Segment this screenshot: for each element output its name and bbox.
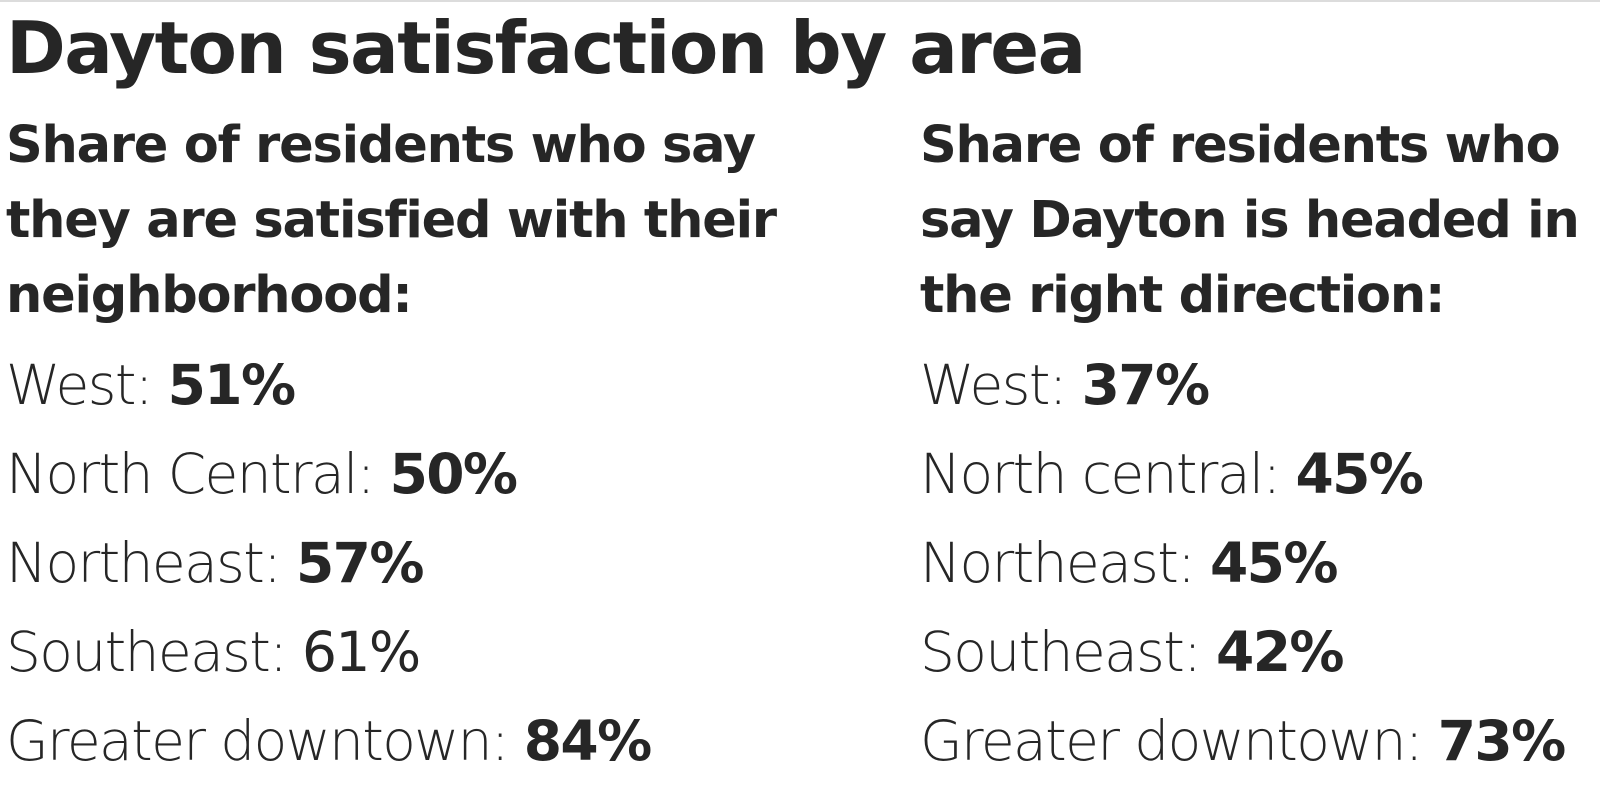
- heading-line: say Dayton is headed in: [920, 191, 1580, 250]
- neighborhood-satisfaction-heading: Share of residents who say they are sati…: [6, 108, 866, 333]
- area-label: Southeast:: [920, 620, 1202, 684]
- area-value: 57%: [296, 531, 424, 595]
- area-value: 84%: [523, 709, 652, 773]
- area-label: West:: [920, 353, 1067, 417]
- area-label: Northeast:: [6, 531, 282, 595]
- list-item-west: West: 37%: [920, 341, 1565, 430]
- list-item-greater-downtown: Greater downtown: 73%: [920, 697, 1566, 786]
- area-label: Greater downtown:: [920, 709, 1423, 773]
- area-label: West:: [6, 353, 153, 417]
- area-value: 42%: [1216, 620, 1344, 684]
- list-item-southeast: Southeast: 42%: [920, 608, 1565, 697]
- area-value: 45%: [1210, 531, 1338, 595]
- heading-line: Share of residents who: [920, 116, 1561, 175]
- area-value: 37%: [1081, 353, 1210, 417]
- top-divider: [0, 0, 1600, 2]
- page-title: Dayton satisfaction by area: [6, 6, 1086, 90]
- neighborhood-satisfaction-list: West: 51% North Central: 50% Northeast: …: [6, 341, 652, 786]
- list-item-northeast: Northeast: 45%: [920, 519, 1565, 608]
- area-label: Southeast:: [6, 620, 288, 684]
- heading-line: neighborhood:: [6, 266, 413, 325]
- list-item-northeast: Northeast: 57%: [6, 519, 651, 608]
- list-item-greater-downtown: Greater downtown: 84%: [6, 697, 652, 786]
- area-label: North Central:: [6, 442, 375, 506]
- neighborhood-satisfaction-section: Share of residents who say they are sati…: [6, 108, 866, 773]
- right-direction-section: Share of residents who say Dayton is hea…: [920, 108, 1600, 773]
- heading-line: Share of residents who say: [6, 116, 756, 175]
- area-value: 51%: [167, 353, 296, 417]
- area-value: 50%: [389, 442, 518, 506]
- right-direction-heading: Share of residents who say Dayton is hea…: [920, 108, 1600, 333]
- heading-line: they are satisfied with their: [6, 191, 777, 250]
- list-item-southeast: Southeast: 61%: [6, 608, 651, 697]
- list-item-north-central: North central: 45%: [920, 430, 1565, 519]
- area-value: 45%: [1295, 442, 1423, 506]
- list-item-north-central: North Central: 50%: [6, 430, 651, 519]
- area-value: 73%: [1437, 709, 1566, 773]
- area-label: Northeast:: [920, 531, 1196, 595]
- area-label: Greater downtown:: [6, 709, 509, 773]
- right-direction-list: West: 37% North central: 45% Northeast: …: [920, 341, 1566, 786]
- area-label: North central:: [920, 442, 1281, 506]
- area-value: 61%: [302, 620, 421, 684]
- list-item-west: West: 51%: [6, 341, 651, 430]
- heading-line: the right direction:: [920, 266, 1445, 325]
